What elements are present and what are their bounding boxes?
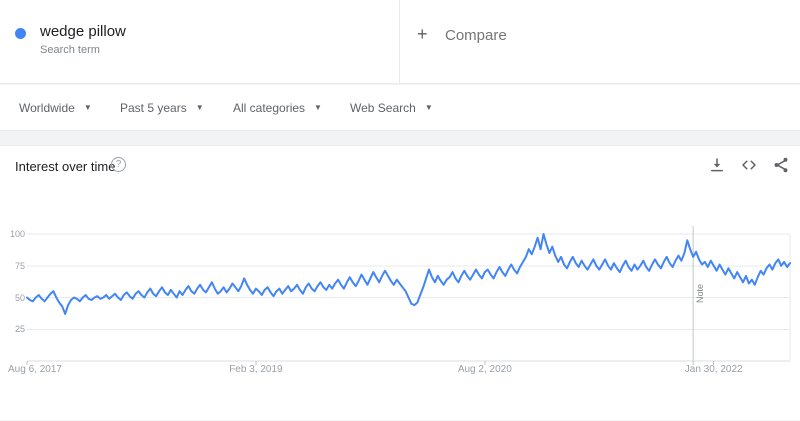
trend-line-chart[interactable]	[0, 146, 800, 421]
share-icon[interactable]	[772, 156, 790, 174]
compare-add-button[interactable]: + Compare	[400, 0, 800, 83]
filter-time-dropdown[interactable]: Past 5 years ▼	[120, 85, 204, 130]
note-annotation-label[interactable]: Note	[695, 284, 706, 304]
x-tick-label: Feb 3, 2019	[229, 364, 283, 375]
filter-category-label: All categories	[233, 100, 306, 115]
x-tick-label: Jan 30, 2022	[684, 364, 743, 375]
section-gap	[0, 132, 800, 145]
chevron-down-icon: ▼	[314, 103, 322, 112]
chevron-down-icon: ▼	[424, 103, 433, 112]
search-term-card[interactable]: wedge pillow Search term	[0, 0, 400, 83]
y-tick-label: 75	[14, 260, 25, 271]
plus-icon: +	[417, 24, 428, 44]
explore-header: wedge pillow Search term + Compare	[0, 0, 800, 84]
filter-searchtype-dropdown[interactable]: Web Search ▼	[350, 85, 433, 130]
interest-over-time-card: Interest over time ? 100 75 50 25 Au	[0, 145, 800, 420]
help-icon[interactable]: ?	[111, 157, 126, 172]
search-term-subtitle: Search term	[40, 44, 100, 56]
filter-region-dropdown[interactable]: Worldwide ▼	[19, 85, 92, 130]
x-tick-label: Aug 6, 2017	[8, 364, 62, 375]
chart-actions	[708, 156, 790, 174]
y-tick-label: 50	[14, 292, 25, 303]
chart-title: Interest over time	[15, 159, 116, 174]
filter-searchtype-label: Web Search	[350, 100, 416, 115]
filter-bar: Worldwide ▼ Past 5 years ▼ All categorie…	[0, 85, 800, 131]
y-tick-label: 100	[9, 229, 25, 239]
trend-series-wedge-pillow	[26, 233, 791, 315]
embed-icon[interactable]	[740, 156, 758, 174]
compare-label: Compare	[445, 27, 507, 44]
filter-region-label: Worldwide	[19, 100, 75, 115]
download-icon[interactable]	[708, 156, 726, 174]
y-tick-label: 25	[14, 324, 25, 335]
search-term-title: wedge pillow	[40, 23, 126, 40]
filter-time-label: Past 5 years	[120, 100, 187, 115]
filter-category-dropdown[interactable]: All categories ▼	[233, 85, 322, 130]
chevron-down-icon: ▼	[195, 103, 204, 112]
chevron-down-icon: ▼	[83, 103, 92, 112]
x-tick-label: Aug 2, 2020	[457, 364, 512, 375]
series-color-dot-icon	[15, 28, 26, 39]
